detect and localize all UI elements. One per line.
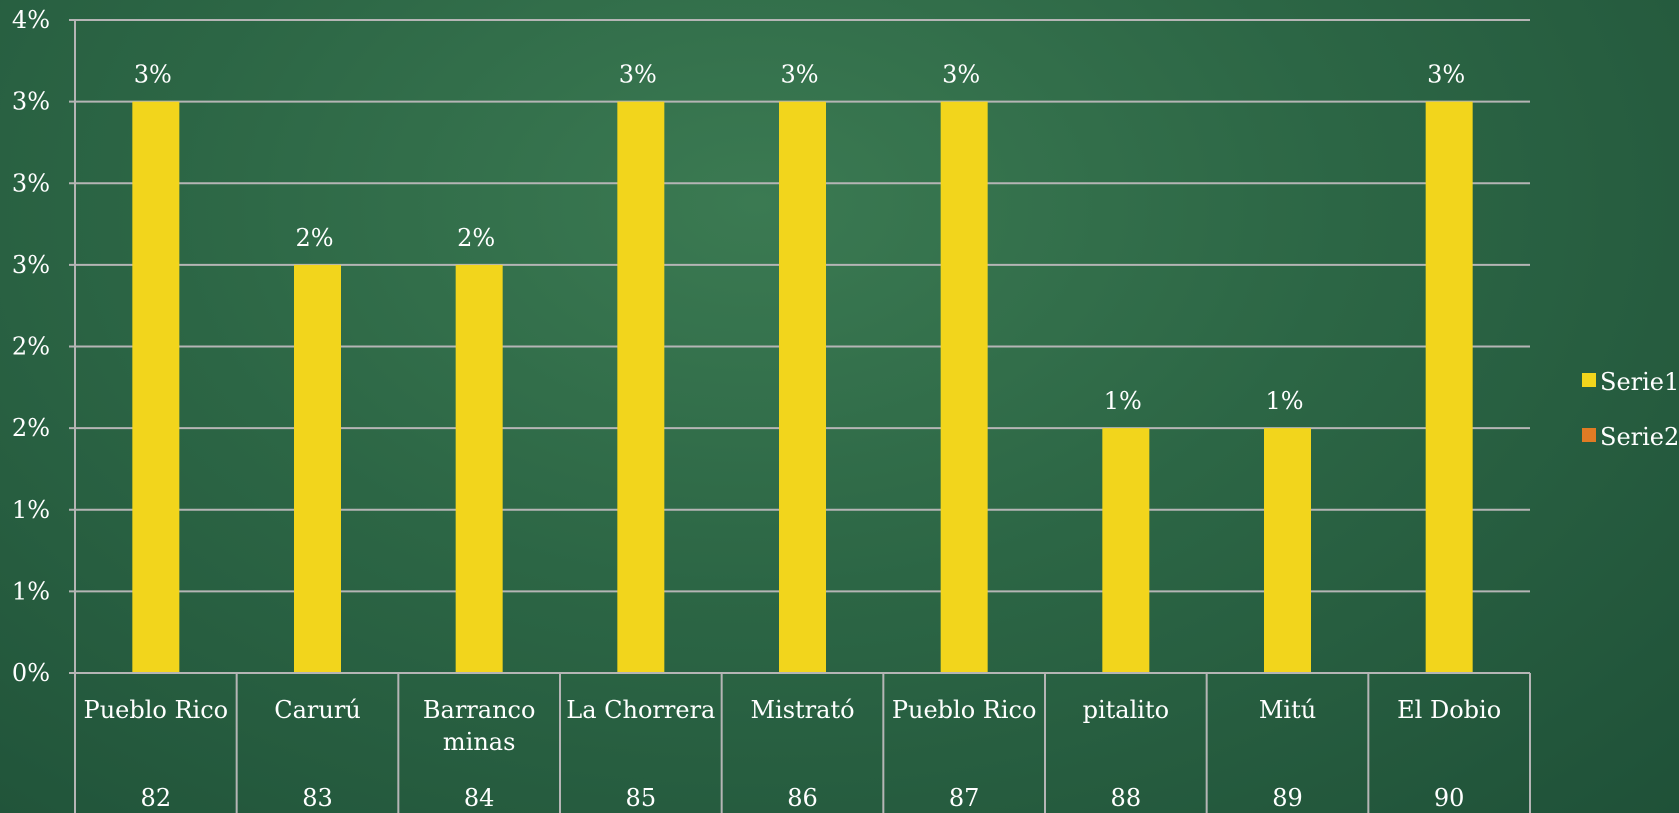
y-tick-label: 1%	[12, 577, 50, 605]
data-label: 2%	[295, 224, 333, 252]
category-label: Mistrató	[750, 696, 854, 724]
category-label: Barranco	[423, 696, 536, 724]
y-tick-label: 3%	[12, 88, 50, 116]
y-tick-label: 0%	[12, 659, 50, 687]
bar	[1102, 428, 1150, 673]
category-label: pitalito	[1083, 696, 1169, 724]
bar	[779, 101, 826, 673]
group-label: 82	[141, 784, 172, 812]
bar	[294, 264, 341, 673]
group-label: 85	[626, 784, 657, 812]
category-label: Pueblo Rico	[84, 696, 229, 724]
data-label: 3%	[1427, 61, 1465, 89]
data-label: 3%	[619, 61, 657, 89]
bar	[455, 264, 503, 673]
legend-swatch	[1582, 428, 1596, 442]
legend-label: Serie1	[1600, 368, 1679, 396]
data-label: 3%	[942, 61, 980, 89]
legend-swatch	[1582, 373, 1596, 387]
y-tick-label: 3%	[12, 169, 50, 197]
data-label: 2%	[457, 224, 495, 252]
legend: Serie1 Serie2	[1582, 368, 1679, 451]
x-axis-table: Pueblo Rico 82 Carurú 83 Barranco minas 84 La C…	[74, 672, 1531, 813]
data-labels: 3% 2% 2% 3% 3% 3% 1% 1% 3%	[134, 61, 1465, 416]
group-label: 83	[302, 784, 333, 812]
category-label: El Dobio	[1397, 696, 1501, 724]
data-label: 3%	[134, 61, 172, 89]
category-label: La Chorrera	[566, 696, 715, 724]
y-tick-label: 1%	[12, 496, 50, 524]
y-tick-label: 2%	[12, 414, 50, 442]
category-label: Pueblo Rico	[892, 696, 1037, 724]
group-label: 89	[1272, 784, 1303, 812]
bar	[940, 101, 988, 673]
group-label: 87	[949, 784, 980, 812]
bar	[1425, 101, 1473, 673]
bar	[617, 101, 665, 673]
y-tick-label: 4%	[12, 6, 50, 34]
data-label: 3%	[780, 61, 818, 89]
y-axis-ticks: 0% 1% 1% 2% 2% 3% 3% 3% 4%	[12, 6, 50, 687]
category-label: Carurú	[274, 696, 361, 724]
category-label: minas	[443, 728, 516, 756]
group-label: 84	[464, 784, 495, 812]
bars	[132, 101, 1473, 673]
category-label: Mitú	[1259, 696, 1316, 724]
data-label: 1%	[1104, 387, 1142, 415]
data-label: 1%	[1265, 387, 1303, 415]
y-tick-label: 3%	[12, 251, 50, 279]
bar	[1264, 428, 1311, 673]
group-label: 86	[787, 784, 818, 812]
group-label: 88	[1111, 784, 1142, 812]
group-label: 90	[1434, 784, 1465, 812]
bar	[132, 101, 180, 673]
y-tick-label: 2%	[12, 333, 50, 361]
legend-label: Serie2	[1600, 423, 1679, 451]
